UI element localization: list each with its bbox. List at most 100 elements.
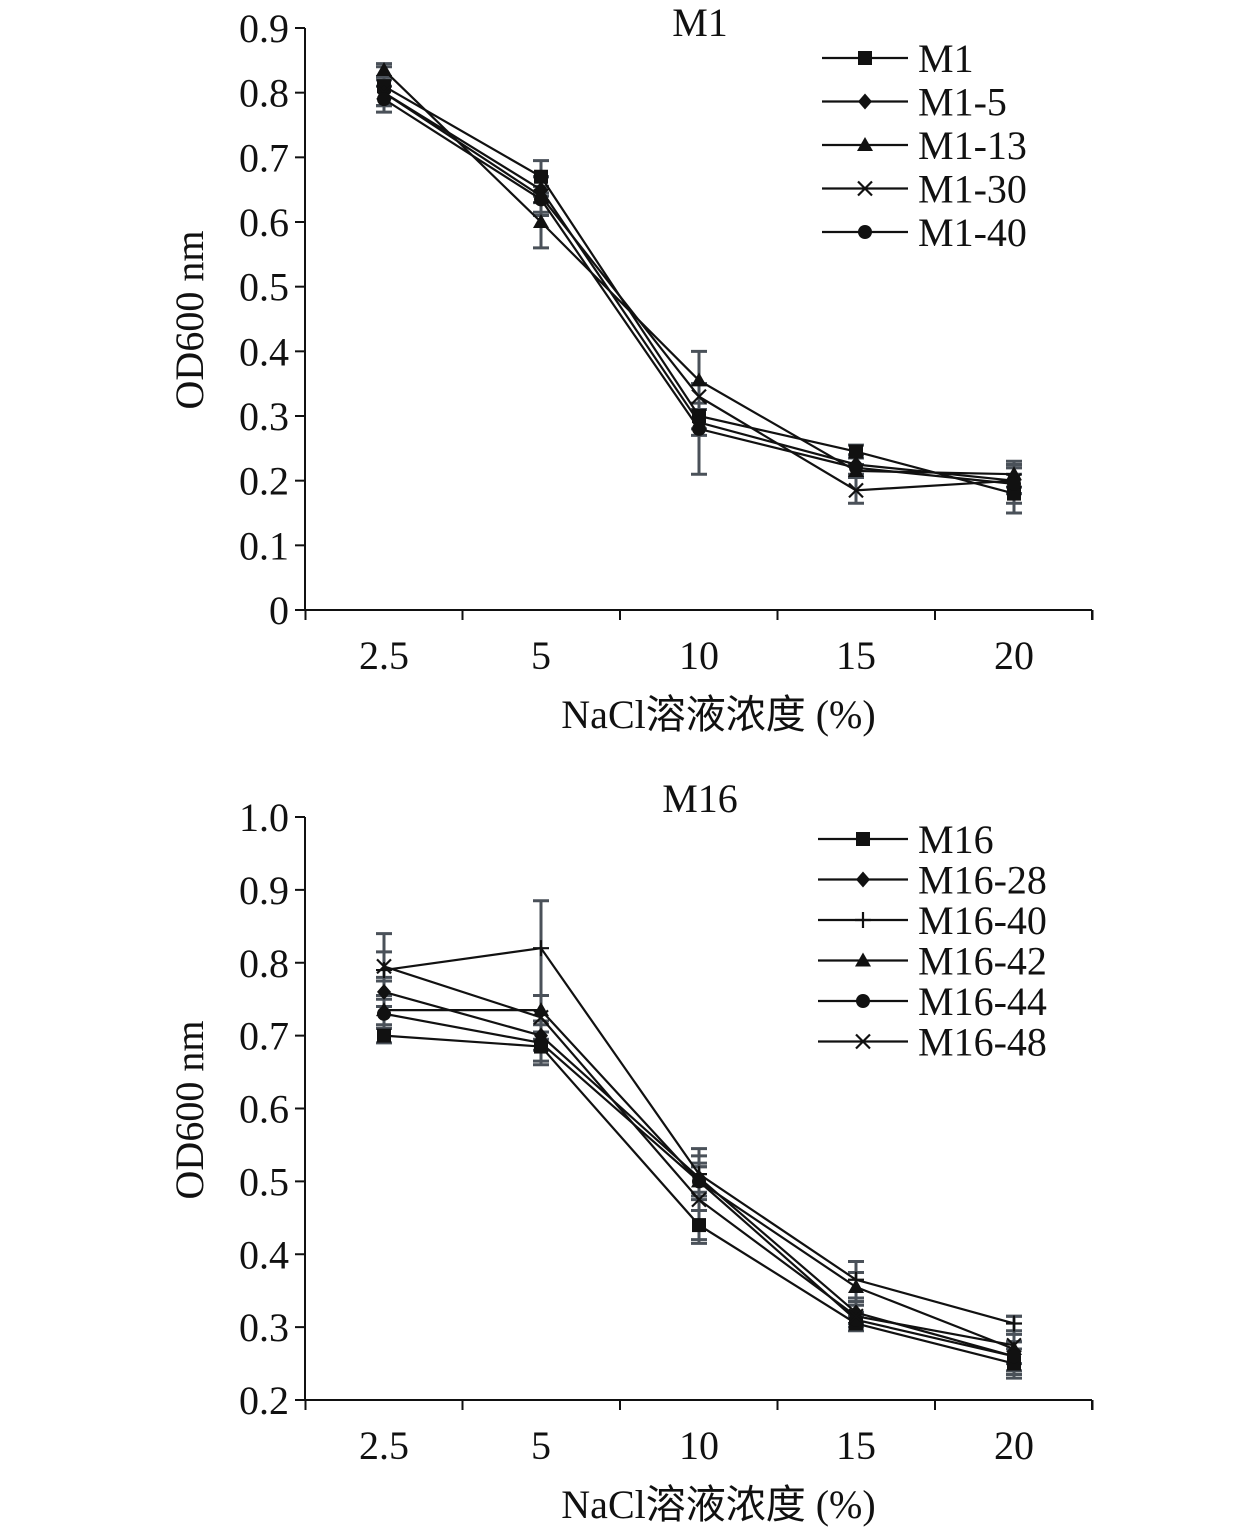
legend-item: M16-42: [818, 939, 1047, 984]
legend-item: M16-48: [818, 1020, 1047, 1065]
data-point: [849, 460, 863, 475]
x-tick-label: 15: [836, 1423, 876, 1468]
chart-1: 0 0.1 0.2 0.3 0.4 0.5 0.6 0.7 0.8 0.9 2.5 5 10 15 20 M1…: [167, 0, 1094, 737]
legend-label: M16-40: [918, 898, 1047, 943]
y-tick-label: 0.8: [239, 71, 289, 116]
legend-marker: [856, 871, 870, 888]
data-point: [1006, 1337, 1022, 1354]
data-point: [848, 1308, 864, 1324]
x-tick-label: 20: [994, 1423, 1034, 1468]
data-point: [534, 1035, 548, 1050]
y-tick-label: 0.5: [239, 265, 289, 310]
legend-marker: [856, 994, 870, 1008]
legend-label: M1-13: [918, 123, 1027, 168]
data-point: [692, 1174, 706, 1189]
x-axis-label: NaCl溶液浓度 (%): [561, 1482, 875, 1527]
legend-marker: [858, 51, 872, 65]
legend-marker: [857, 180, 873, 197]
chart-2: 0.2 0.3 0.4 0.5 0.6 0.7 0.8 0.9 1.0 2.5 5 10 15 20 M16…: [167, 776, 1094, 1527]
data-point: [691, 388, 707, 405]
series-M16: [377, 1028, 1021, 1371]
y-tick-label: 0.3: [239, 1305, 289, 1350]
data-point: [692, 1218, 706, 1233]
legend-item: M16: [818, 817, 994, 862]
data-point: [1007, 476, 1021, 491]
legend-marker: [856, 832, 870, 846]
legend-marker: [858, 93, 872, 110]
chart-title: M16: [662, 776, 738, 821]
legend-marker: [855, 952, 871, 967]
data-point: [1007, 1349, 1021, 1364]
legend-label: M16-44: [918, 979, 1047, 1024]
legend-marker: [855, 1033, 871, 1050]
legend-label: M1-40: [918, 210, 1027, 255]
y-tick-label: 0.7: [239, 1014, 289, 1059]
legend-item: M1-13: [822, 123, 1027, 168]
x-tick-label: 5: [531, 1423, 551, 1468]
legend-label: M1-30: [918, 167, 1027, 212]
y-tick-label: 0.4: [239, 1232, 289, 1277]
data-point: [849, 444, 863, 459]
y-tick-label: 0.9: [239, 868, 289, 913]
legend-label: M16: [918, 817, 994, 862]
chart-title: M1: [672, 0, 728, 45]
data-point: [533, 1009, 549, 1026]
data-point: [376, 958, 392, 975]
y-tick-label: 0.5: [239, 1159, 289, 1204]
x-axis-label: NaCl溶液浓度 (%): [561, 692, 875, 737]
data-point: [534, 169, 548, 184]
legend-item: M16-44: [818, 979, 1047, 1024]
y-tick-label: 0.6: [239, 1087, 289, 1132]
legend-marker: [855, 912, 871, 928]
x-tick-label: 2.5: [359, 633, 409, 678]
y-tick-label: 1.0: [239, 795, 289, 840]
data-point: [1007, 486, 1021, 501]
y-tick-label: 0.4: [239, 329, 289, 374]
y-tick-label: 0.9: [239, 6, 289, 51]
data-point: [692, 421, 706, 436]
x-tick-label: 10: [679, 1423, 719, 1468]
data-point: [377, 92, 391, 107]
y-axis-label: OD600 nm: [167, 231, 212, 410]
data-point: [848, 482, 864, 499]
data-point: [377, 983, 391, 1000]
legend-label: M1: [918, 36, 974, 81]
data-point: [848, 1279, 864, 1294]
legend-label: M16-48: [918, 1020, 1047, 1065]
legend-item: M1-40: [822, 210, 1027, 255]
y-tick-label: 0.7: [239, 135, 289, 180]
data-point: [377, 1006, 391, 1021]
legend-item: M1: [822, 36, 974, 81]
series-M1-40: [377, 92, 1021, 491]
y-tick-label: 0.2: [239, 1378, 289, 1423]
y-axis-label: OD600 nm: [167, 1021, 212, 1200]
legend-item: M1-30: [822, 167, 1027, 212]
data-point: [377, 1028, 391, 1043]
legend-item: M1-5: [822, 80, 1007, 125]
x-tick-label: 10: [679, 633, 719, 678]
y-tick-label: 0.6: [239, 200, 289, 245]
y-tick-label: 0: [269, 588, 289, 633]
series-M16-48: [376, 958, 1022, 1354]
data-point: [533, 940, 549, 957]
legend-item: M16-28: [818, 858, 1047, 903]
legend-marker: [857, 137, 873, 151]
legend-label: M16-42: [918, 939, 1047, 984]
y-tick-label: 0.2: [239, 459, 289, 504]
data-point: [534, 192, 548, 207]
legend-marker: [858, 225, 872, 239]
legend-item: M16-40: [818, 898, 1047, 943]
y-tick-label: 0.8: [239, 941, 289, 986]
x-tick-label: 2.5: [359, 1423, 409, 1468]
y-tick-label: 0.3: [239, 394, 289, 439]
x-tick-label: 20: [994, 633, 1034, 678]
data-point: [533, 214, 549, 228]
x-tick-label: 15: [836, 633, 876, 678]
x-tick-label: 5: [531, 633, 551, 678]
data-point: [691, 1191, 707, 1208]
data-point: [1006, 1315, 1022, 1332]
legend-label: M16-28: [918, 858, 1047, 903]
